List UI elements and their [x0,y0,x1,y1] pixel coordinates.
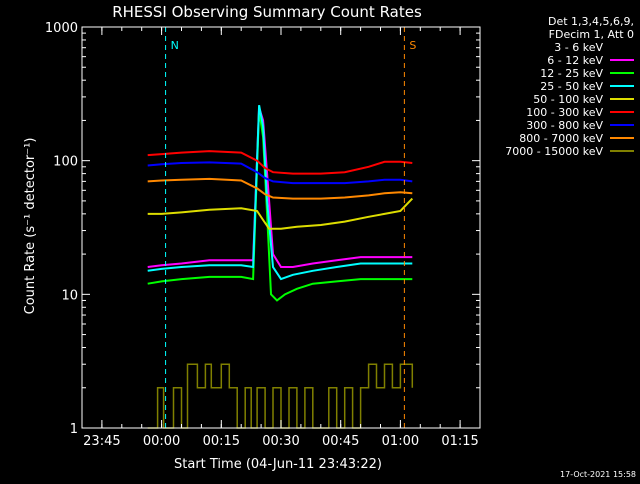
y-tick-label-4: 1000 [45,21,78,36]
x-axis-label: Start Time (04-Jun-11 23:43:22) [174,457,382,472]
y-tick-label-3: 100 [53,155,78,170]
legend-label-4: 25 - 50 keV [540,80,603,93]
series-line-8 [147,177,413,200]
x-tick-label-6: 01:00 [382,434,419,449]
y-tick-label-2: 10 [61,288,78,303]
series-line-2 [147,107,413,268]
legend-label-2: 6 - 12 keV [547,54,603,67]
series-line-4 [147,105,413,281]
plot-frame [81,26,481,429]
series-line-6 [147,150,413,175]
legend-label-1: 3 - 6 keV [554,41,603,54]
series-line-5 [147,197,414,230]
legend-label-3: 12 - 25 keV [540,67,603,80]
legend-header-line-1: Det 1,3,4,5,6,9, [548,15,634,28]
x-tick-label-5: 00:45 [322,434,359,449]
legend-label-7: 300 - 800 keV [526,119,603,132]
series-line-9 [147,363,414,429]
legend-label-5: 50 - 100 keV [533,93,603,106]
x-tick-label-2: 00:00 [143,434,180,449]
legend-label-8: 800 - 7000 keV [519,132,603,145]
x-tick-label-7: 01:15 [441,434,478,449]
marker-label-1: N [171,39,179,52]
y-tick-label-1: 1 [70,422,78,437]
chart-title: RHESSI Observing Summary Count Rates [112,3,422,21]
legend-header-line-2: FDecim 1, Att 0 [549,28,634,41]
legend-label-6: 100 - 300 keV [526,106,603,119]
series-line-3 [147,109,413,302]
y-axis-label: Count Rate (s⁻¹ detector⁻¹) [23,138,38,315]
footer-date: 17-Oct-2021 15:58 [560,470,636,479]
legend-label-9: 7000 - 15000 keV [505,145,603,158]
series-line-1 [147,137,414,348]
x-tick-label-1: 23:45 [83,434,120,449]
x-tick-label-3: 00:15 [203,434,240,449]
marker-label-2: S [409,39,416,52]
x-tick-label-4: 00:30 [262,434,299,449]
series-line-7 [147,161,413,185]
